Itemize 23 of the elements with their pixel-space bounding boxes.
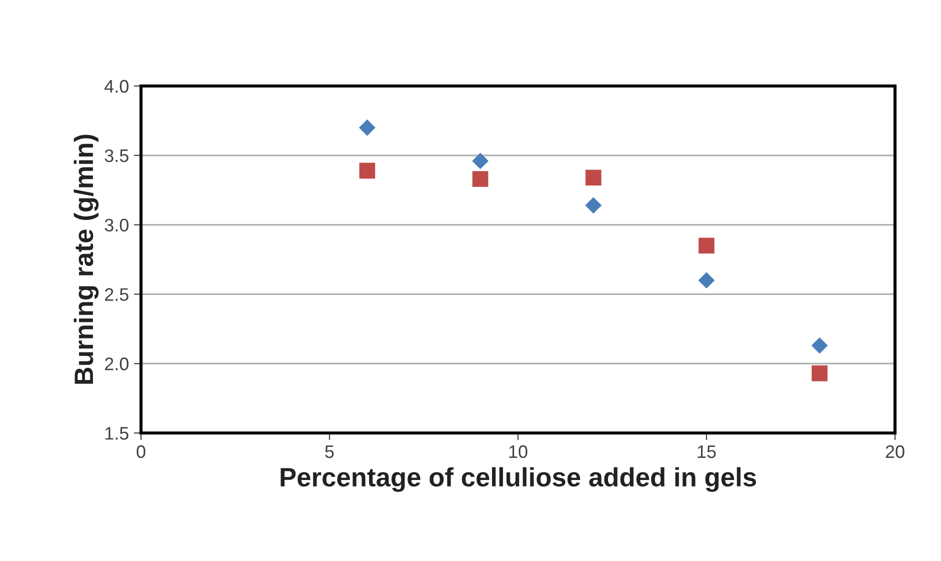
y-tick-label: 3.5 xyxy=(104,149,128,162)
y-tick-label: 1.5 xyxy=(105,427,128,440)
point xyxy=(812,365,828,382)
point xyxy=(698,238,714,254)
x-tick-label: 20 xyxy=(886,445,904,458)
x-axis-title: Percentage of celluliose added in gels xyxy=(280,467,756,492)
y-tick-label: 2.5 xyxy=(105,288,128,301)
x-tick-label: 5 xyxy=(325,445,334,458)
point xyxy=(811,337,828,354)
point xyxy=(359,162,376,179)
y-axis-title: Burning rate (g/min) xyxy=(74,134,99,384)
y-tick-label: 2.0 xyxy=(105,358,128,370)
point xyxy=(585,170,602,186)
point xyxy=(358,119,376,136)
point xyxy=(472,171,488,187)
x-tick-label: 0 xyxy=(136,445,146,458)
x-tick-label: 10 xyxy=(509,445,528,458)
point xyxy=(698,272,715,289)
x-tick-label: 15 xyxy=(698,445,716,458)
point xyxy=(472,152,489,170)
point xyxy=(585,197,602,214)
y-tick-label: 4.0 xyxy=(104,80,128,93)
y-tick-label: 3.0 xyxy=(104,218,128,232)
